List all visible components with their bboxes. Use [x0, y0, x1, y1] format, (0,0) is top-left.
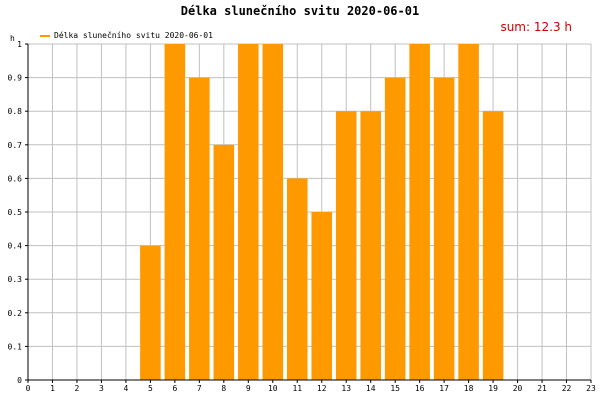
- y-tick-label: 0.3: [8, 275, 23, 284]
- x-tick-label: 7: [197, 384, 202, 393]
- chart-title: Délka slunečního svitu 2020-06-01: [180, 4, 420, 18]
- bar: [335, 111, 357, 380]
- x-tick-label: 9: [246, 384, 251, 393]
- x-tick-label: 2: [75, 384, 80, 393]
- x-tick-label: 11: [292, 384, 302, 393]
- x-tick-label: 20: [513, 384, 523, 393]
- x-tick-label: 18: [464, 384, 474, 393]
- bar: [482, 111, 504, 380]
- y-tick-label: 0.8: [8, 107, 23, 116]
- x-tick-label: 23: [586, 384, 596, 393]
- sum-label: sum: 12.3 h: [500, 20, 572, 34]
- y-tick-label: 0: [17, 376, 22, 385]
- y-tick-label: 0.4: [8, 242, 23, 251]
- y-tick-label: 0.2: [8, 309, 23, 318]
- x-tick-label: 5: [148, 384, 153, 393]
- legend-swatch: [40, 34, 50, 37]
- x-tick-label: 16: [415, 384, 425, 393]
- bar: [286, 178, 308, 380]
- bar: [311, 212, 333, 380]
- bar: [409, 44, 430, 380]
- bar: [213, 144, 235, 380]
- x-tick-label: 14: [366, 384, 376, 393]
- x-tick-label: 10: [268, 384, 278, 393]
- bar: [433, 77, 455, 380]
- x-tick-label: 21: [537, 384, 547, 393]
- x-tick-label: 4: [123, 384, 128, 393]
- legend-label: Délka slunečního svitu 2020-06-01: [54, 31, 213, 40]
- bar: [164, 44, 186, 380]
- x-tick-label: 0: [26, 384, 31, 393]
- y-axis-unit: h: [10, 34, 15, 43]
- x-tick-label: 12: [317, 384, 327, 393]
- x-tick-label: 22: [562, 384, 572, 393]
- bar: [458, 44, 479, 380]
- x-tick-label: 1: [50, 384, 55, 393]
- bar: [189, 77, 210, 380]
- x-tick-label: 6: [172, 384, 177, 393]
- bar: [384, 77, 406, 380]
- bar: [140, 245, 161, 380]
- bar: [238, 44, 259, 380]
- x-tick-label: 13: [341, 384, 351, 393]
- x-tick-label: 19: [488, 384, 498, 393]
- y-tick-label: 0.7: [8, 141, 23, 150]
- bar: [360, 111, 381, 380]
- y-tick-label: 0.6: [8, 174, 23, 183]
- y-tick-label: 1: [17, 40, 22, 49]
- x-tick-label: 15: [390, 384, 400, 393]
- legend: Délka slunečního svitu 2020-06-01: [40, 31, 213, 40]
- bar: [262, 44, 284, 380]
- y-tick-label: 0.9: [8, 74, 23, 83]
- x-tick-label: 17: [439, 384, 449, 393]
- x-tick-label: 3: [99, 384, 104, 393]
- x-tick-label: 8: [221, 384, 226, 393]
- y-tick-label: 0.5: [8, 208, 23, 217]
- y-tick-label: 0.1: [8, 342, 23, 351]
